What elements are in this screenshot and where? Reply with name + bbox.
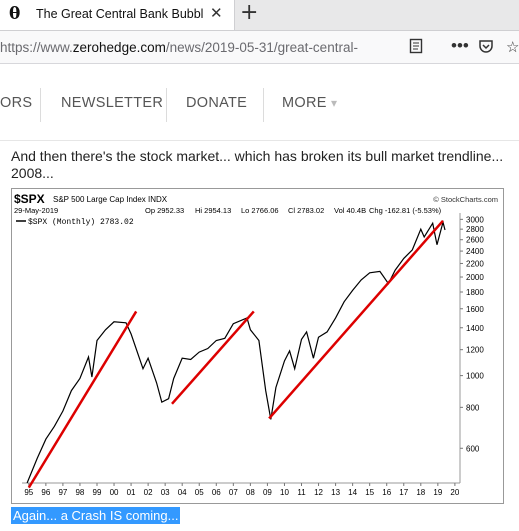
x-tick-label: 18 (416, 488, 425, 497)
plot-area: 6008001000120014001600180020002200240026… (22, 213, 484, 497)
chart-volume: Vol 40.4B (334, 206, 366, 215)
x-tick-label: 98 (75, 488, 84, 497)
site-nav: ORS NEWSLETTER DONATE MORE ▾ (0, 64, 519, 141)
x-tick-label: 09 (263, 488, 272, 497)
x-tick-label: 16 (382, 488, 391, 497)
new-tab-icon[interactable]: + (240, 0, 259, 25)
y-tick-label: 2800 (466, 225, 484, 234)
address-bar[interactable]: https://www.zerohedge.com/news/2019-05-3… (0, 31, 519, 64)
legend-label: $SPX (Monthly) 2783.02 (28, 218, 134, 227)
x-tick-label: 17 (399, 488, 408, 497)
y-tick-label: 1400 (466, 324, 484, 333)
chart-low: Lo 2766.06 (241, 206, 279, 215)
more-actions-icon[interactable]: ••• (451, 36, 469, 55)
chart-date: 29-May-2019 (14, 206, 58, 215)
chart-close: Cl 2783.02 (288, 206, 324, 215)
y-tick-label: 2200 (466, 259, 484, 268)
url-text[interactable]: https://www.zerohedge.com/news/2019-05-3… (0, 40, 358, 55)
nav-item-partial[interactable]: ORS (0, 95, 33, 111)
pocket-icon[interactable] (478, 38, 494, 58)
nav-item-donate[interactable]: DONATE (186, 95, 248, 111)
bookmark-star-icon[interactable]: ☆ (506, 39, 519, 56)
y-tick-label: 1600 (466, 305, 484, 314)
x-tick-label: 04 (178, 488, 187, 497)
y-tick-label: 1200 (466, 346, 484, 355)
active-tab[interactable]: θ The Great Central Bank Bubble ✕ (0, 0, 235, 30)
article-text: And then there's the stock market... whi… (11, 148, 519, 182)
y-tick-label: 2600 (466, 236, 484, 245)
article-line-2: 2008... (11, 165, 54, 181)
x-tick-label: 14 (348, 488, 357, 497)
x-tick-label: 19 (433, 488, 442, 497)
tab-bar: θ The Great Central Bank Bubble ✕ + (0, 0, 519, 31)
y-tick-label: 3000 (466, 215, 484, 224)
x-tick-label: 03 (161, 488, 170, 497)
chevron-down-icon: ▾ (331, 96, 338, 110)
chart-change: Chg -162.81 (-5.53%) (369, 206, 442, 215)
x-tick-label: 00 (110, 488, 119, 497)
x-tick-label: 05 (195, 488, 204, 497)
x-tick-label: 15 (365, 488, 374, 497)
x-tick-label: 96 (41, 488, 50, 497)
red-trendline (27, 310, 138, 489)
y-tick-label: 1800 (466, 288, 484, 297)
x-tick-label: 95 (24, 488, 33, 497)
x-tick-label: 02 (144, 488, 153, 497)
x-tick-label: 97 (58, 488, 67, 497)
chart-source: © StockCharts.com (433, 195, 498, 204)
x-tick-label: 08 (246, 488, 255, 497)
nav-divider (263, 88, 264, 122)
x-tick-label: 99 (93, 488, 102, 497)
nav-item-more[interactable]: MORE ▾ (282, 95, 338, 111)
x-tick-label: 10 (280, 488, 289, 497)
nav-divider (166, 88, 167, 122)
y-tick-label: 600 (466, 444, 480, 453)
y-tick-label: 2000 (466, 273, 484, 282)
x-tick-label: 12 (314, 488, 323, 497)
nav-divider (40, 88, 41, 122)
close-icon[interactable]: ✕ (210, 5, 223, 22)
nav-item-newsletter[interactable]: NEWSLETTER (61, 95, 164, 111)
spx-chart: $SPX S&P 500 Large Cap Index INDX © Stoc… (11, 188, 504, 504)
selected-caption: Again... a Crash IS coming... (11, 507, 181, 524)
x-tick-label: 07 (229, 488, 238, 497)
chart-name: S&P 500 Large Cap Index INDX (53, 195, 168, 204)
chart-canvas: $SPX S&P 500 Large Cap Index INDX © Stoc… (14, 192, 498, 497)
chart-open: Op 2952.33 (145, 206, 184, 215)
red-trendline (171, 310, 255, 405)
spx-price-line (26, 219, 446, 484)
chart-high: Hi 2954.13 (195, 206, 231, 215)
chart-symbol: $SPX (14, 192, 45, 206)
x-tick-label: 13 (331, 488, 340, 497)
y-tick-label: 2400 (466, 247, 484, 256)
y-tick-label: 1000 (466, 372, 484, 381)
tab-title: The Great Central Bank Bubble (36, 7, 204, 21)
x-tick-label: 01 (127, 488, 136, 497)
x-tick-label: 11 (297, 488, 306, 497)
y-tick-label: 800 (466, 403, 480, 412)
article-line-1: And then there's the stock market... whi… (11, 148, 504, 164)
red-trendline (268, 219, 444, 420)
x-tick-label: 06 (212, 488, 221, 497)
x-tick-label: 20 (450, 488, 459, 497)
reader-view-icon[interactable] (408, 38, 424, 58)
zh-theta-icon: θ (9, 4, 21, 24)
